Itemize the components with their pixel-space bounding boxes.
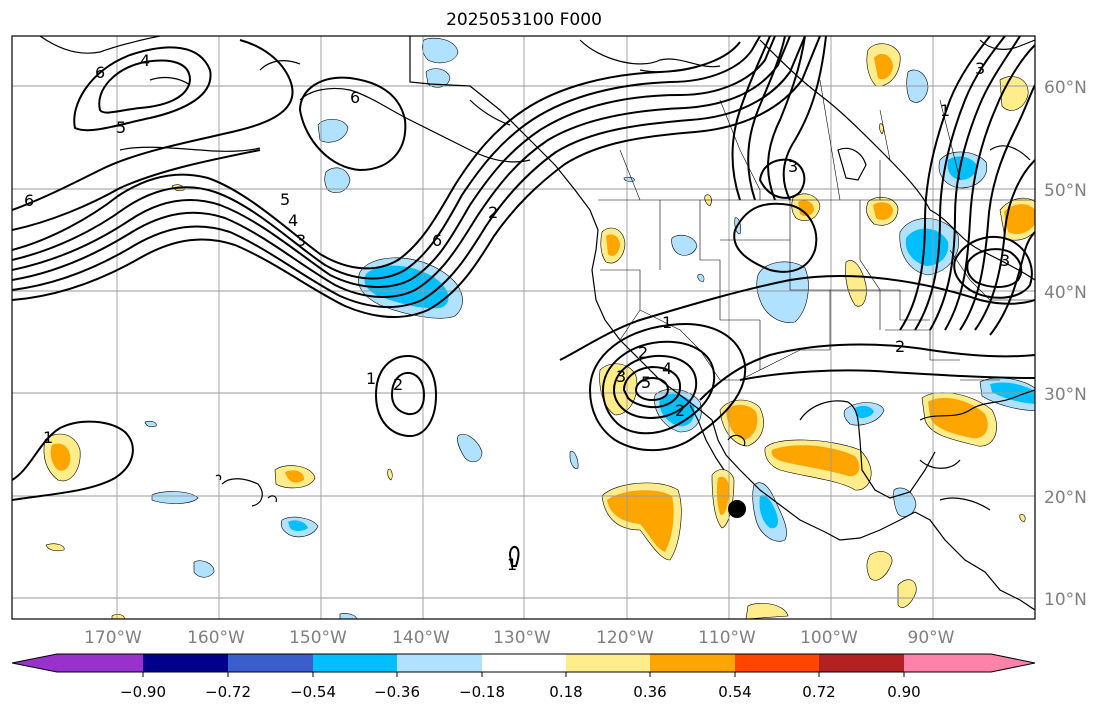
colorbar-tick-label: −0.36: [374, 683, 420, 701]
contour-label: 1: [940, 101, 950, 120]
contour-label: 2: [488, 203, 498, 222]
colorbar-tick-label: 0.36: [633, 683, 666, 701]
map-title: 2025053100 F000: [446, 10, 602, 30]
colorbar-segment: [228, 654, 313, 672]
contour-labels: 6 4 5 6 6 5 4 3 2 6 3 3 1 2 1 2 1 2 3 5 …: [24, 51, 1010, 574]
contour-label: 4: [140, 51, 150, 70]
contour-label: 3: [788, 157, 798, 176]
lon-label: 150°W: [289, 628, 347, 648]
contour-label: 5: [116, 118, 126, 137]
gridlines: [12, 36, 1035, 619]
contour-label: 1: [366, 369, 376, 388]
lon-label: 170°W: [84, 628, 142, 648]
contour-label: 2: [675, 401, 685, 420]
colorbar-tick-label: −0.18: [459, 683, 505, 701]
colorbar-segment: [313, 654, 397, 672]
colorbar-segment: [482, 654, 566, 672]
contour-label: 6: [350, 88, 360, 107]
lat-label: 50°N: [1044, 181, 1087, 201]
contour-label: 2: [638, 343, 648, 362]
location-marker: [728, 500, 746, 518]
contour-label: 1: [507, 555, 517, 574]
contour-label: 3: [975, 59, 985, 78]
contour-label: 1: [662, 313, 672, 332]
contour-label: 2: [393, 375, 403, 394]
lon-label: 120°W: [596, 628, 654, 648]
colorbar-tick-label: −0.54: [290, 683, 336, 701]
shaded-fields: [43, 37, 1035, 619]
lon-label: 160°W: [187, 628, 245, 648]
colorbar-tick-label: 0.54: [718, 683, 751, 701]
colorbar-segment: [735, 654, 819, 672]
lon-label: 90°W: [908, 628, 955, 648]
contour-label: 6: [95, 63, 105, 82]
contour-label: 1: [43, 428, 53, 447]
colorbar-segment: [904, 654, 991, 672]
contour-label: 4: [662, 359, 672, 378]
contour-label: 2: [895, 337, 905, 356]
colorbar-outline: [11, 653, 1036, 673]
latitude-labels: 60°N 50°N 40°N 30°N 20°N 10°N: [1044, 78, 1087, 610]
political-borders: [598, 79, 1035, 381]
lon-label: 130°W: [493, 628, 551, 648]
contour-label: 5: [280, 190, 290, 209]
colorbar-segment: [566, 654, 650, 672]
colorbar-segment: [143, 654, 228, 672]
lat-label: 30°N: [1044, 385, 1087, 405]
colorbar-tick-label: −0.72: [205, 683, 251, 701]
contour-label: 4: [288, 211, 298, 230]
contour-label: 6: [432, 231, 442, 250]
lon-label: 140°W: [392, 628, 450, 648]
lat-label: 10°N: [1044, 590, 1087, 610]
contour-label: 3: [616, 367, 626, 386]
lat-label: 20°N: [1044, 488, 1087, 508]
contour-label: 5: [641, 373, 651, 392]
map-area: [12, 36, 1035, 619]
colorbar: −0.90 −0.72 −0.54 −0.36 −0.18 0.18 0.36 …: [11, 653, 1036, 701]
lat-label: 40°N: [1044, 283, 1087, 303]
colorbar-tick-label: 0.18: [549, 683, 582, 701]
lat-label: 60°N: [1044, 78, 1087, 98]
contour-label: 3: [296, 231, 306, 250]
colorbar-tick-label: 0.72: [802, 683, 835, 701]
contour-label: 6: [24, 191, 34, 210]
colorbar-tick-label: −0.90: [120, 683, 166, 701]
longitude-labels: 170°W 160°W 150°W 140°W 130°W 120°W 110°…: [84, 628, 955, 648]
lon-label: 100°W: [800, 628, 858, 648]
colorbar-tick-label: 0.90: [887, 683, 920, 701]
colorbar-extend-max: [991, 654, 1035, 672]
contour-lines: [12, 36, 1035, 567]
map-frame: [11, 35, 1036, 620]
lon-label: 110°W: [698, 628, 756, 648]
colorbar-segment: [650, 654, 735, 672]
contour-label: 3: [1000, 251, 1010, 270]
colorbar-segment: [819, 654, 904, 672]
colorbar-segment: [57, 654, 143, 672]
colorbar-extend-min: [12, 654, 57, 672]
colorbar-segment: [397, 654, 482, 672]
